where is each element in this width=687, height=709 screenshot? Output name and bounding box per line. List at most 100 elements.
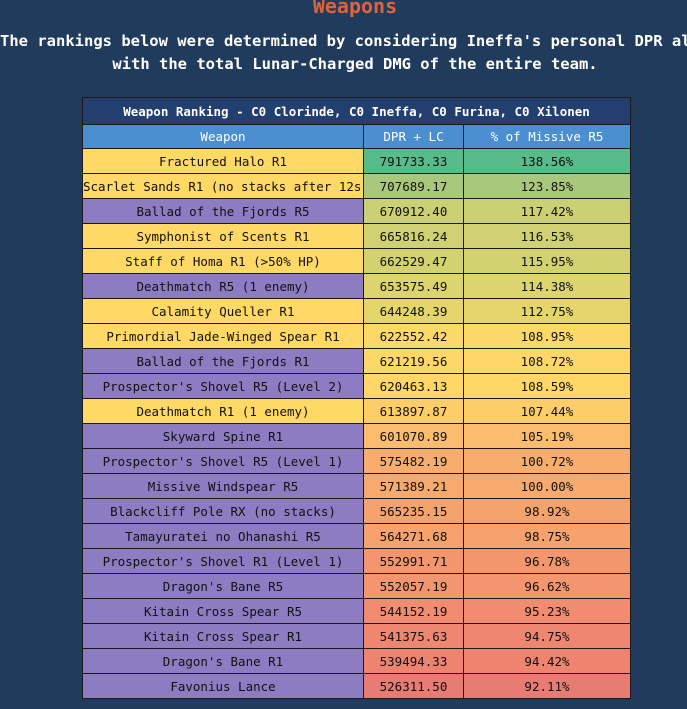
dpr-value-cell: 620463.13 [363, 373, 464, 399]
dpr-value-cell: 791733.33 [363, 148, 464, 174]
percent-value-cell: 138.56% [462, 148, 632, 174]
section-title: Weapons [312, 0, 398, 18]
dpr-value-cell: 670912.40 [363, 198, 464, 224]
dpr-value-cell: 665816.24 [363, 223, 464, 249]
weapon-name-cell: Favonius Lance [82, 673, 364, 699]
table-row: Deathmatch R5 (1 enemy) 653575.49 114.38% [82, 273, 632, 299]
dpr-value-cell: 644248.39 [363, 298, 464, 324]
percent-value-cell: 105.19% [462, 423, 632, 449]
weapon-name-cell: Missive Windspear R5 [82, 473, 364, 499]
weapon-name-cell: Tamayuratei no Ohanashi R5 [82, 523, 364, 549]
table-row: Ballad of the Fjords R1 621219.56 108.72% [82, 348, 632, 374]
table-row: Tamayuratei no Ohanashi R5 564271.68 98.75… [82, 523, 632, 549]
percent-value-cell: 100.00% [462, 473, 632, 499]
table-row: Fractured Halo R1 791733.33 138.56% [82, 148, 632, 174]
table-row: Favonius Lance 526311.50 92.11% [82, 673, 632, 699]
weapon-name-cell: Deathmatch R1 (1 enemy) [82, 398, 364, 424]
percent-value-cell: 115.95% [462, 248, 632, 274]
dpr-value-cell: 552991.71 [363, 548, 464, 574]
dpr-value-cell: 539494.33 [363, 648, 464, 674]
dpr-value-cell: 662529.47 [363, 248, 464, 274]
table-row: Calamity Queller R1 644248.39 112.75% [82, 298, 632, 324]
header-percent-missive: % of Missive R5 [462, 124, 632, 149]
percent-value-cell: 123.85% [462, 173, 632, 199]
percent-value-cell: 98.75% [462, 523, 632, 549]
dpr-value-cell: 552057.19 [363, 573, 464, 599]
weapon-name-cell: Prospector's Shovel R1 (Level 1) [82, 548, 364, 574]
dpr-value-cell: 571389.21 [363, 473, 464, 499]
intro-line-1: The rankings below were determined by co… [0, 32, 687, 50]
weapon-name-cell: Fractured Halo R1 [82, 148, 364, 174]
dpr-value-cell: 601070.89 [363, 423, 464, 449]
percent-value-cell: 94.75% [462, 623, 632, 649]
table-row: Symphonist of Scents R1 665816.24 116.53% [82, 223, 632, 249]
table-row: Ballad of the Fjords R5 670912.40 117.42% [82, 198, 632, 224]
dpr-value-cell: 707689.17 [363, 173, 464, 199]
percent-value-cell: 94.42% [462, 648, 632, 674]
dpr-value-cell: 622552.42 [363, 323, 464, 349]
intro-text: The rankings below were determined by co… [0, 30, 687, 76]
percent-value-cell: 112.75% [462, 298, 632, 324]
dpr-value-cell: 565235.15 [363, 498, 464, 524]
weapon-name-cell: Blackcliff Pole RX (no stacks) [82, 498, 364, 524]
table-row: Scarlet Sands R1 (no stacks after 12s) 70… [82, 173, 632, 199]
percent-value-cell: 92.11% [462, 673, 632, 699]
weapon-name-cell: Dragon's Bane R5 [82, 573, 364, 599]
weapon-name-cell: Ballad of the Fjords R5 [82, 198, 364, 224]
dpr-value-cell: 541375.63 [363, 623, 464, 649]
dpr-value-cell: 526311.50 [363, 673, 464, 699]
table-row: Blackcliff Pole RX (no stacks) 565235.15 9… [82, 498, 632, 524]
table-row: Missive Windspear R5 571389.21 100.00% [82, 473, 632, 499]
table-row: Prospector's Shovel R5 (Level 1) 575482.1… [82, 448, 632, 474]
weapon-name-cell: Staff of Homa R1 (>50% HP) [82, 248, 364, 274]
percent-value-cell: 108.95% [462, 323, 632, 349]
dpr-value-cell: 613897.87 [363, 398, 464, 424]
table-caption: Weapon Ranking - C0 Clorinde, C0 Ineffa,… [81, 97, 632, 125]
table-row: Dragon's Bane R1 539494.33 94.42% [82, 648, 632, 674]
weapon-name-cell: Deathmatch R5 (1 enemy) [82, 273, 364, 299]
weapon-name-cell: Kitain Cross Spear R5 [82, 598, 364, 624]
weapon-name-cell: Kitain Cross Spear R1 [82, 623, 364, 649]
percent-value-cell: 96.78% [462, 548, 632, 574]
dpr-value-cell: 544152.19 [363, 598, 464, 624]
weapon-name-cell: Calamity Queller R1 [82, 298, 364, 324]
weapon-name-cell: Ballad of the Fjords R1 [82, 348, 364, 374]
table-row: Kitain Cross Spear R1 541375.63 94.75% [82, 623, 632, 649]
percent-value-cell: 108.59% [462, 373, 632, 399]
table-row: Prospector's Shovel R1 (Level 1) 552991.7… [82, 548, 632, 574]
percent-value-cell: 107.44% [462, 398, 632, 424]
table-header-row: Weapon DPR + LC % of Missive R5 [82, 124, 632, 149]
percent-value-cell: 117.42% [462, 198, 632, 224]
header-weapon: Weapon [82, 124, 364, 149]
weapon-name-cell: Skyward Spine R1 [82, 423, 364, 449]
percent-value-cell: 96.62% [462, 573, 632, 599]
percent-value-cell: 95.23% [462, 598, 632, 624]
percent-value-cell: 100.72% [462, 448, 632, 474]
weapon-name-cell: Prospector's Shovel R5 (Level 1) [82, 448, 364, 474]
percent-value-cell: 114.38% [462, 273, 632, 299]
table-row: Skyward Spine R1 601070.89 105.19% [82, 423, 632, 449]
percent-value-cell: 98.92% [462, 498, 632, 524]
weapon-name-cell: Scarlet Sands R1 (no stacks after 12s) [82, 173, 364, 199]
weapon-name-cell: Dragon's Bane R1 [82, 648, 364, 674]
percent-value-cell: 116.53% [462, 223, 632, 249]
table-caption-row: Weapon Ranking - C0 Clorinde, C0 Ineffa,… [81, 97, 632, 125]
table-row: Primordial Jade-Winged Spear R1 622552.42… [82, 323, 632, 349]
table-row: Prospector's Shovel R5 (Level 2) 620463.1… [82, 373, 632, 399]
intro-line-2: with the total Lunar-Charged DMG of the … [112, 55, 598, 73]
table-row: Staff of Homa R1 (>50% HP) 662529.47 115.9… [82, 248, 632, 274]
dpr-value-cell: 621219.56 [363, 348, 464, 374]
dpr-value-cell: 564271.68 [363, 523, 464, 549]
percent-value-cell: 108.72% [462, 348, 632, 374]
dpr-value-cell: 653575.49 [363, 273, 464, 299]
table-row: Dragon's Bane R5 552057.19 96.62% [82, 573, 632, 599]
table-row: Deathmatch R1 (1 enemy) 613897.87 107.44% [82, 398, 632, 424]
table-row: Kitain Cross Spear R5 544152.19 95.23% [82, 598, 632, 624]
weapon-name-cell: Symphonist of Scents R1 [82, 223, 364, 249]
weapon-name-cell: Prospector's Shovel R5 (Level 2) [82, 373, 364, 399]
dpr-value-cell: 575482.19 [363, 448, 464, 474]
header-dpr-lc: DPR + LC [363, 124, 464, 149]
table-body: Fractured Halo R1 791733.33 138.56% Scarlet… [82, 148, 632, 699]
weapon-name-cell: Primordial Jade-Winged Spear R1 [82, 323, 364, 349]
weapon-ranking-table: Weapon Ranking - C0 Clorinde, C0 Ineffa,… [81, 97, 632, 699]
